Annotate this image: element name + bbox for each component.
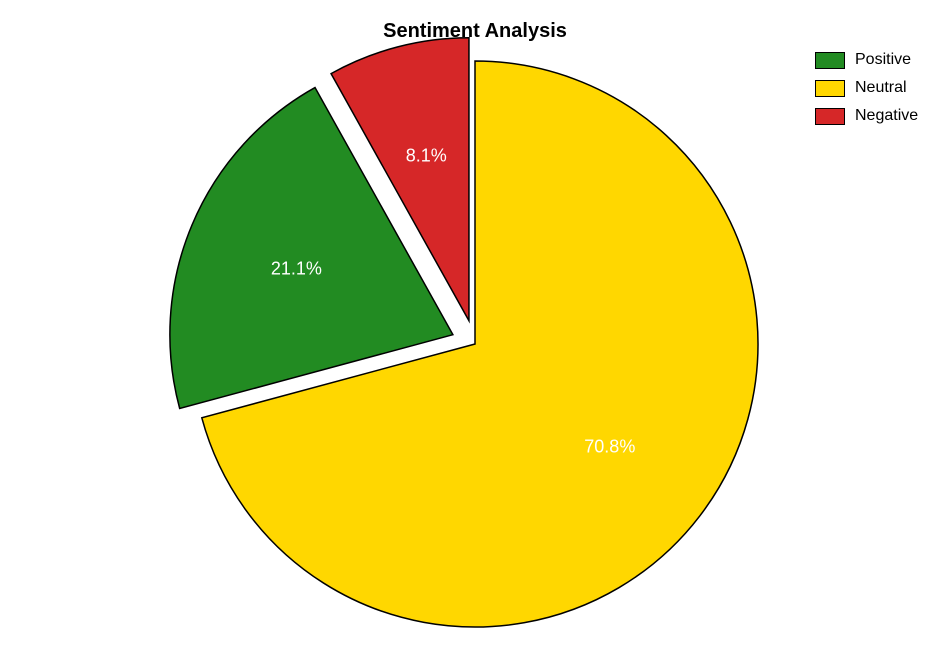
legend: Positive Neutral Negative	[815, 48, 918, 132]
pie-chart	[0, 0, 950, 662]
slice-label-negative: 8.1%	[406, 146, 447, 167]
slice-label-positive: 21.1%	[271, 258, 322, 279]
legend-label-positive: Positive	[855, 51, 911, 69]
legend-label-negative: Negative	[855, 107, 918, 125]
slice-label-neutral: 70.8%	[584, 437, 635, 458]
legend-swatch-neutral	[815, 80, 845, 97]
legend-label-neutral: Neutral	[855, 79, 907, 97]
legend-item-negative: Negative	[815, 104, 918, 128]
legend-swatch-negative	[815, 108, 845, 125]
legend-item-neutral: Neutral	[815, 76, 918, 100]
legend-swatch-positive	[815, 52, 845, 69]
legend-item-positive: Positive	[815, 48, 918, 72]
